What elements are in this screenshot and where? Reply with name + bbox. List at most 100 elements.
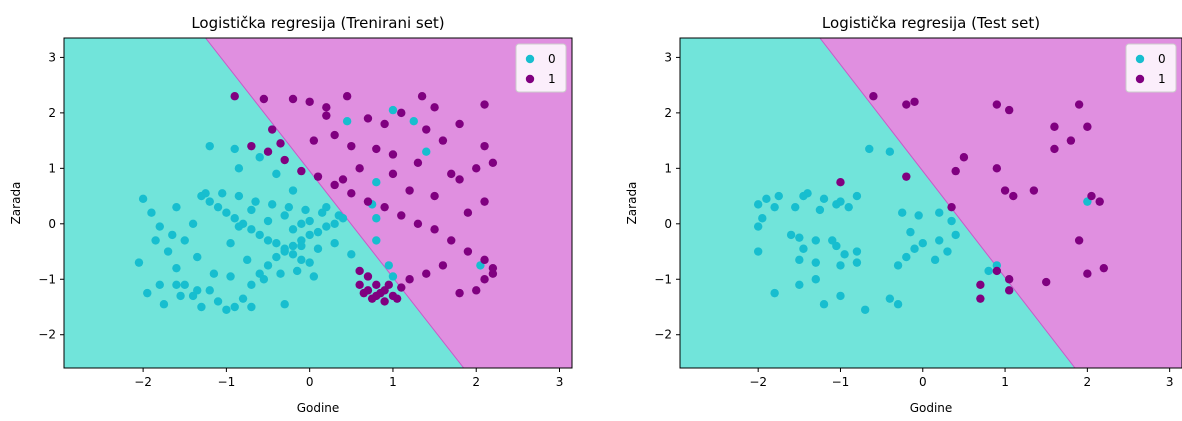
data-point-class-0 [234, 222, 244, 231]
data-point-class-0 [180, 280, 189, 290]
data-point-class-0 [943, 247, 952, 256]
data-point-class-1 [976, 280, 985, 290]
data-point-class-0 [263, 236, 273, 245]
data-point-class-1 [455, 175, 464, 184]
data-point-class-0 [799, 244, 808, 253]
data-point-class-0 [247, 302, 256, 312]
data-point-class-0 [301, 205, 310, 215]
legend-label-0: 0 [548, 52, 556, 66]
data-point-class-0 [251, 197, 260, 206]
data-point-class-0 [147, 208, 156, 217]
data-point-class-1 [992, 164, 1002, 173]
data-point-class-1 [1029, 186, 1039, 195]
data-point-class-1 [347, 189, 356, 198]
data-point-class-1 [397, 211, 406, 220]
legend-marker-1 [1135, 74, 1145, 84]
x-tick-label: 1 [1001, 375, 1009, 389]
data-point-class-0 [388, 105, 398, 115]
data-point-class-1 [413, 158, 423, 167]
y-tick-label: −1 [38, 272, 56, 286]
decision-boundary [205, 38, 465, 368]
data-point-class-0 [259, 275, 269, 284]
data-point-class-1 [1087, 191, 1096, 201]
data-point-class-0 [272, 169, 281, 179]
data-point-class-1 [259, 94, 269, 104]
data-point-class-0 [330, 219, 339, 228]
data-point-class-1 [363, 272, 373, 281]
data-point-class-0 [893, 300, 903, 309]
data-point-class-0 [172, 280, 181, 290]
y-tick-label: 2 [48, 106, 56, 120]
data-point-class-0 [935, 208, 944, 217]
data-point-class-0 [795, 255, 804, 265]
data-point-class-0 [218, 189, 227, 198]
data-point-class-1 [355, 266, 364, 276]
data-point-class-0 [819, 300, 829, 309]
x-tick-label: 3 [1166, 375, 1174, 389]
plot-area [64, 38, 572, 368]
y-tick-label: −2 [654, 328, 672, 342]
data-point-class-0 [852, 258, 862, 267]
x-tick-label: 2 [1084, 375, 1092, 389]
data-point-class-1 [992, 266, 1002, 276]
y-tick-label: 2 [664, 106, 672, 120]
data-point-class-0 [205, 197, 214, 206]
data-point-class-1 [1000, 186, 1010, 195]
data-point-class-0 [372, 236, 381, 245]
data-point-class-0 [226, 272, 235, 281]
data-point-class-0 [347, 250, 356, 259]
data-point-class-0 [384, 261, 393, 270]
data-point-class-1 [430, 191, 439, 201]
data-point-class-0 [840, 250, 849, 259]
data-point-class-0 [297, 219, 306, 228]
legend: 01 [515, 43, 567, 93]
data-point-class-0 [947, 216, 956, 226]
data-point-class-0 [288, 241, 298, 251]
data-point-class-0 [791, 202, 800, 212]
data-point-class-1 [1050, 122, 1059, 131]
data-point-class-1 [910, 97, 919, 106]
data-point-class-0 [422, 147, 431, 156]
legend-box [515, 43, 567, 93]
data-point-class-0 [230, 214, 239, 223]
data-point-class-0 [255, 230, 264, 240]
data-point-class-1 [1004, 275, 1014, 284]
data-point-class-0 [197, 302, 206, 312]
data-point-class-1 [1004, 286, 1014, 295]
data-point-class-1 [388, 150, 398, 159]
series-0 [753, 144, 1092, 314]
data-point-class-0 [288, 250, 298, 259]
data-point-class-0 [885, 294, 895, 303]
data-point-class-1 [869, 92, 878, 101]
data-point-class-0 [811, 275, 820, 284]
data-point-class-0 [753, 200, 763, 209]
data-point-class-0 [230, 302, 239, 312]
data-point-class-0 [897, 208, 907, 217]
data-point-class-1 [247, 141, 256, 151]
data-point-class-1 [463, 247, 473, 256]
series-1 [230, 92, 498, 306]
y-tick-label: 3 [664, 50, 672, 64]
data-point-class-1 [422, 269, 431, 278]
data-point-class-0 [342, 116, 352, 126]
data-point-class-0 [388, 272, 398, 281]
data-point-class-1 [288, 94, 298, 104]
data-point-class-0 [836, 291, 845, 301]
data-point-class-1 [322, 111, 331, 120]
x-tick-label: −2 [749, 375, 767, 389]
data-point-class-1 [992, 100, 1002, 109]
data-point-class-1 [405, 186, 414, 195]
data-point-class-0 [284, 202, 294, 212]
data-point-class-0 [247, 205, 256, 215]
data-point-class-0 [297, 255, 306, 265]
data-point-class-1 [397, 283, 406, 292]
data-point-class-1 [480, 275, 489, 284]
data-point-class-1 [976, 294, 985, 303]
x-tick-label: 1 [389, 375, 397, 389]
data-point-class-0 [180, 236, 189, 245]
data-point-class-0 [205, 141, 214, 151]
data-point-class-1 [363, 197, 373, 206]
data-point-class-0 [134, 258, 144, 267]
data-point-class-1 [363, 286, 373, 295]
